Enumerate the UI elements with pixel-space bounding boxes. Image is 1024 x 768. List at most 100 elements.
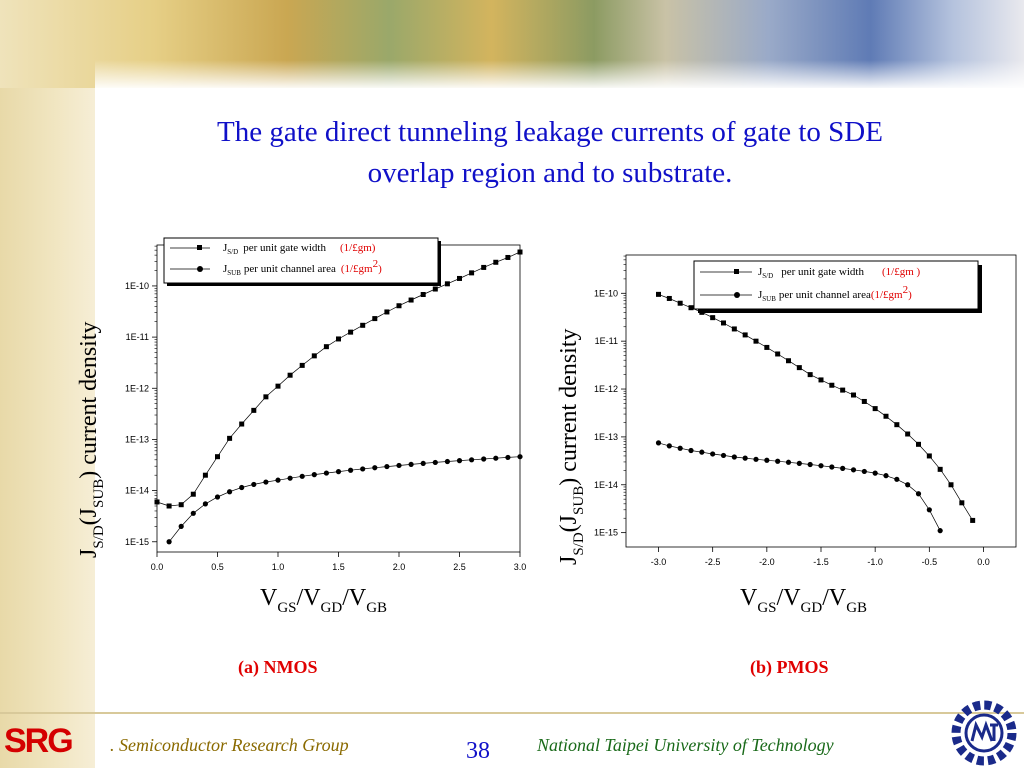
chart-pmos-series-1-point [710, 315, 716, 321]
chart-nmos-x-tick-label: 1.5 [332, 562, 345, 572]
background-top-fade [95, 60, 1024, 90]
chart-nmos-series-2-point [360, 466, 366, 472]
chart-nmos-series-2-point [251, 481, 257, 488]
chart-nmos-y-tick-label: 1E-13 [125, 434, 149, 444]
chart-nmos-y-tick-label: 1E-14 [125, 486, 149, 496]
legend-square-marker [197, 245, 202, 250]
chart-pmos-series-1-point [916, 441, 921, 447]
chart-nmos-series-1-point [215, 454, 220, 460]
chart-pmos-series-2-point [785, 459, 792, 465]
chart-pmos-series-1-point [948, 482, 954, 488]
chart-nmos-x-tick-label: 0.0 [151, 562, 164, 572]
chart-nmos-series-2-point [178, 523, 184, 529]
chart-nmos-y-tick-label: 1E-12 [125, 383, 149, 393]
legend-entry-1: JS/D per unit gate width (1/£gm ) [758, 266, 921, 280]
chart-nmos-series-1-point [444, 281, 450, 287]
legend-circle-marker [734, 292, 740, 298]
chart-nmos-series-2-point [287, 475, 293, 481]
caption-nmos: (a) NMOS [238, 657, 318, 677]
chart-pmos-series-2-point [688, 447, 694, 454]
chart-nmos-xlabel: VGS/VGD/VGB [260, 585, 387, 616]
legend-box [693, 260, 979, 310]
chart-nmos-series-2-point [214, 494, 221, 500]
chart-pmos-y-tick-label: 1E-12 [594, 384, 618, 394]
chart-nmos-series-1-point [469, 270, 475, 276]
chart-pmos-series-1-point [666, 295, 672, 301]
chart-nmos-series-1-point [311, 353, 317, 359]
chart-nmos-series-2-point [456, 458, 463, 464]
srg-logo: SRG [4, 722, 74, 760]
chart-pmos-series-2-point [818, 463, 824, 469]
chart-nmos-series-1-point [202, 472, 208, 478]
chart-nmos-x-tick-label: 1.0 [272, 562, 285, 572]
chart-nmos-series-1-point [287, 372, 293, 378]
legend-square-marker [734, 269, 739, 274]
chart-pmos-series-2-point [850, 467, 857, 473]
chart-nmos-x-tick-label: 2.0 [393, 562, 406, 572]
chart-nmos-series-1-point [166, 503, 172, 509]
chart-nmos-series-line-2 [168, 456, 521, 543]
chart-pmos-series-2-point [677, 445, 683, 451]
chart-pmos-x-tick-label: -3.0 [651, 557, 667, 567]
chart-pmos-series-1-point [688, 305, 694, 311]
chart-pmos-series-1-point [883, 413, 889, 419]
chart-pmos-series-1-point [796, 365, 802, 371]
chart-pmos-series-1-point [818, 377, 824, 383]
chart-pmos-series-1-point [721, 320, 726, 326]
chart-pmos-series-2-point [829, 464, 835, 470]
legend-circle-marker [197, 266, 203, 272]
chart-pmos-series-2-point [796, 460, 802, 466]
chart-pmos-series-line-1 [658, 294, 973, 521]
chart-pmos-series-1-point [937, 466, 943, 472]
chart-pmos-series-1-point [731, 326, 737, 332]
chart-nmos-series-2-point [227, 489, 233, 495]
chart-pmos-x-tick-label: -1.5 [813, 557, 829, 567]
chart-nmos-series-2-point [372, 465, 378, 471]
chart-nmos-series-2-point [299, 473, 305, 479]
background-left-texture [0, 0, 95, 768]
chart-nmos-x-tick-label: 2.5 [453, 562, 466, 572]
chart-pmos-series-1-point [656, 291, 661, 297]
chart-nmos-ticks: 0.0 0.5 1.0 1.5 2.0 2.5 3.0 1E-15 1E-14 1E-13 1E-1… [125, 245, 526, 572]
chart-nmos-series-1-point [408, 297, 414, 303]
chart-pmos-series-2-point [731, 454, 737, 460]
chart-pmos-series-2-point [655, 440, 662, 446]
chart-nmos-series-2-point [481, 456, 487, 462]
chart-nmos-series-1-point [348, 329, 354, 335]
chart-nmos-series-2-point [444, 458, 450, 465]
chart-pmos-series-2-point [840, 465, 846, 471]
chart-nmos-series-2-point [263, 479, 269, 485]
footer-university-name: National Taipei University of Technology [537, 735, 834, 755]
chart-nmos-series-1-point [336, 336, 341, 342]
chart-nmos-series-2-point [420, 460, 426, 467]
chart-pmos-ylabel: JS/D(JSUB) current density [556, 329, 587, 566]
chart-pmos-series-2-point [872, 470, 878, 476]
chart-nmos-series-1-point [505, 254, 511, 260]
chart-pmos-series-1-point [840, 387, 846, 393]
chart-pmos-y-tick-label: 1E-13 [594, 432, 618, 442]
chart-nmos-series-1-point [481, 264, 487, 270]
legend-entry-1: JS/D per unit gate width (1/£gm) [223, 242, 376, 256]
footer-divider [0, 712, 1024, 714]
chart-nmos-series-1-point [517, 249, 523, 255]
chart-pmos-series-2-point [699, 449, 705, 455]
chart-nmos: 0.0 0.5 1.0 1.5 2.0 2.5 3.0 1E-15 1E-14 1E-13 1E-1… [76, 237, 526, 616]
chart-pmos-series-1-point [970, 517, 976, 523]
chart-nmos-series-1-point [190, 491, 196, 497]
chart-nmos-series-1-point [239, 421, 245, 427]
chart-pmos-series-2-point [915, 491, 922, 497]
chart-nmos-series-2-point [335, 469, 342, 475]
chart-nmos-series-2-point [348, 467, 354, 473]
chart-nmos-y-tick-label: 1E-11 [126, 332, 149, 342]
chart-pmos-series-2-point [926, 507, 932, 513]
chart-pmos-series-2-point [764, 457, 770, 463]
chart-pmos-series-1-point [742, 332, 748, 338]
page-number: 38 [466, 738, 490, 764]
chart-nmos-series-2-point [517, 454, 523, 460]
chart-pmos-series-1-point [861, 398, 867, 404]
chart-pmos-series-2-point [753, 456, 759, 462]
slide-title-line-2: overlap region and to substrate. [367, 157, 733, 189]
slide-title: The gate direct tunneling leakage curren… [120, 112, 980, 194]
chart-nmos-plot-frame [156, 244, 521, 553]
